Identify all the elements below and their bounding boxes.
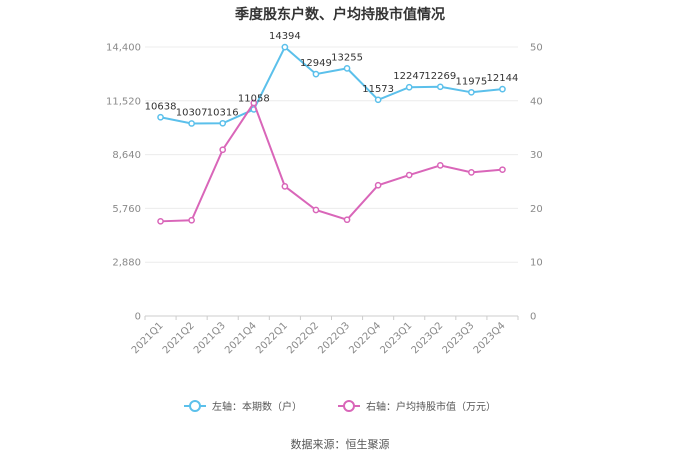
data-label: 12144 (487, 73, 519, 84)
x-axis-tick-label: 2022Q2 (285, 320, 321, 356)
data-point (312, 70, 320, 78)
grid-lines (145, 46, 518, 317)
data-label: 12949 (300, 58, 332, 69)
x-axis-tick-label: 2022Q4 (347, 320, 383, 356)
left-axis-tick-label: 0 (135, 312, 141, 323)
chart-title: 季度股东户数、户均持股市值情况 (235, 7, 445, 23)
x-axis-tick-label: 2023Q2 (410, 320, 446, 356)
data-point (436, 83, 444, 91)
left-axis-tick-label: 2,880 (112, 258, 141, 269)
chart-legend: 左轴：本期数（户） 右轴：户均持股市值（万元） (0, 398, 680, 413)
x-axis-tick-label: 2023Q1 (378, 320, 414, 356)
legend-marker-icon (338, 399, 360, 412)
data-label: 11975 (455, 76, 487, 87)
legend-label: 左轴：本期数（户） (212, 402, 302, 413)
data-point (219, 146, 227, 154)
x-axis-tick-label: 2021Q2 (161, 320, 197, 356)
data-point (499, 85, 506, 93)
data-label: 11058 (238, 93, 270, 104)
right-axis-tick-label: 0 (530, 312, 536, 323)
x-axis-tick-label: 2021Q4 (223, 320, 259, 356)
x-axis-tick-label: 2022Q1 (254, 320, 290, 356)
data-point (188, 216, 195, 224)
data-point (343, 216, 351, 224)
data-point (468, 169, 475, 176)
data-point (157, 113, 164, 121)
right-axis-tick-label: 30 (530, 150, 543, 161)
data-label: 10638 (145, 101, 177, 112)
data-source-note: 数据来源：恒生聚源 (290, 438, 390, 451)
data-label: 14394 (269, 31, 301, 42)
axis-ticks: 0 0 2,880 10 5,760 20 8,640 30 11,520 40 14,400 50 2… (106, 43, 543, 357)
left-axis-tick-label: 8,640 (112, 150, 141, 161)
x-axis-tick-label: 2022Q3 (316, 320, 352, 356)
x-axis-tick-label: 2021Q3 (192, 320, 228, 356)
data-label: 11573 (362, 84, 394, 95)
data-point (374, 181, 382, 189)
right-axis-tick-label: 50 (530, 43, 543, 54)
x-axis-tick-label: 2023Q3 (441, 320, 477, 356)
right-axis-tick-label: 10 (530, 258, 543, 269)
data-label: 12247 (393, 71, 425, 82)
data-point (188, 120, 195, 127)
data-point (312, 206, 320, 214)
data-point (374, 96, 382, 104)
left-axis-tick-label: 5,760 (112, 204, 141, 215)
series-line-0 (160, 45, 503, 125)
data-point (405, 83, 413, 91)
legend-item-left-series[interactable]: 左轴：本期数（户） (184, 398, 302, 413)
chart-plot: 0 0 2,880 10 5,760 20 8,640 30 11,520 40 14,400 50 2… (106, 31, 543, 357)
data-label: 10307 (176, 107, 208, 118)
series-line-1 (160, 100, 503, 223)
right-axis-tick-label: 20 (530, 204, 543, 215)
legend-marker-icon (184, 399, 206, 412)
data-point (499, 166, 506, 174)
right-axis-tick-label: 40 (530, 96, 543, 107)
data-label: 13255 (331, 52, 363, 63)
left-axis-tick-label: 14,400 (106, 43, 141, 54)
x-axis-tick-label: 2021Q1 (130, 320, 166, 356)
data-point (405, 171, 413, 179)
data-point (219, 119, 227, 127)
data-point (281, 43, 289, 51)
left-axis-tick-label: 11,520 (106, 96, 141, 107)
data-label: 12269 (424, 71, 456, 82)
data-point (281, 182, 289, 190)
legend-label: 右轴：户均持股市值（万元） (366, 402, 496, 413)
data-point (250, 99, 258, 107)
data-label: 10316 (207, 107, 239, 118)
series-lines (157, 43, 506, 225)
x-axis-tick-label: 2023Q4 (472, 320, 508, 356)
data-point (157, 217, 164, 225)
data-point (343, 65, 351, 72)
data-point (468, 88, 475, 96)
data-point (436, 162, 444, 169)
legend-item-right-series[interactable]: 右轴：户均持股市值（万元） (338, 398, 496, 413)
